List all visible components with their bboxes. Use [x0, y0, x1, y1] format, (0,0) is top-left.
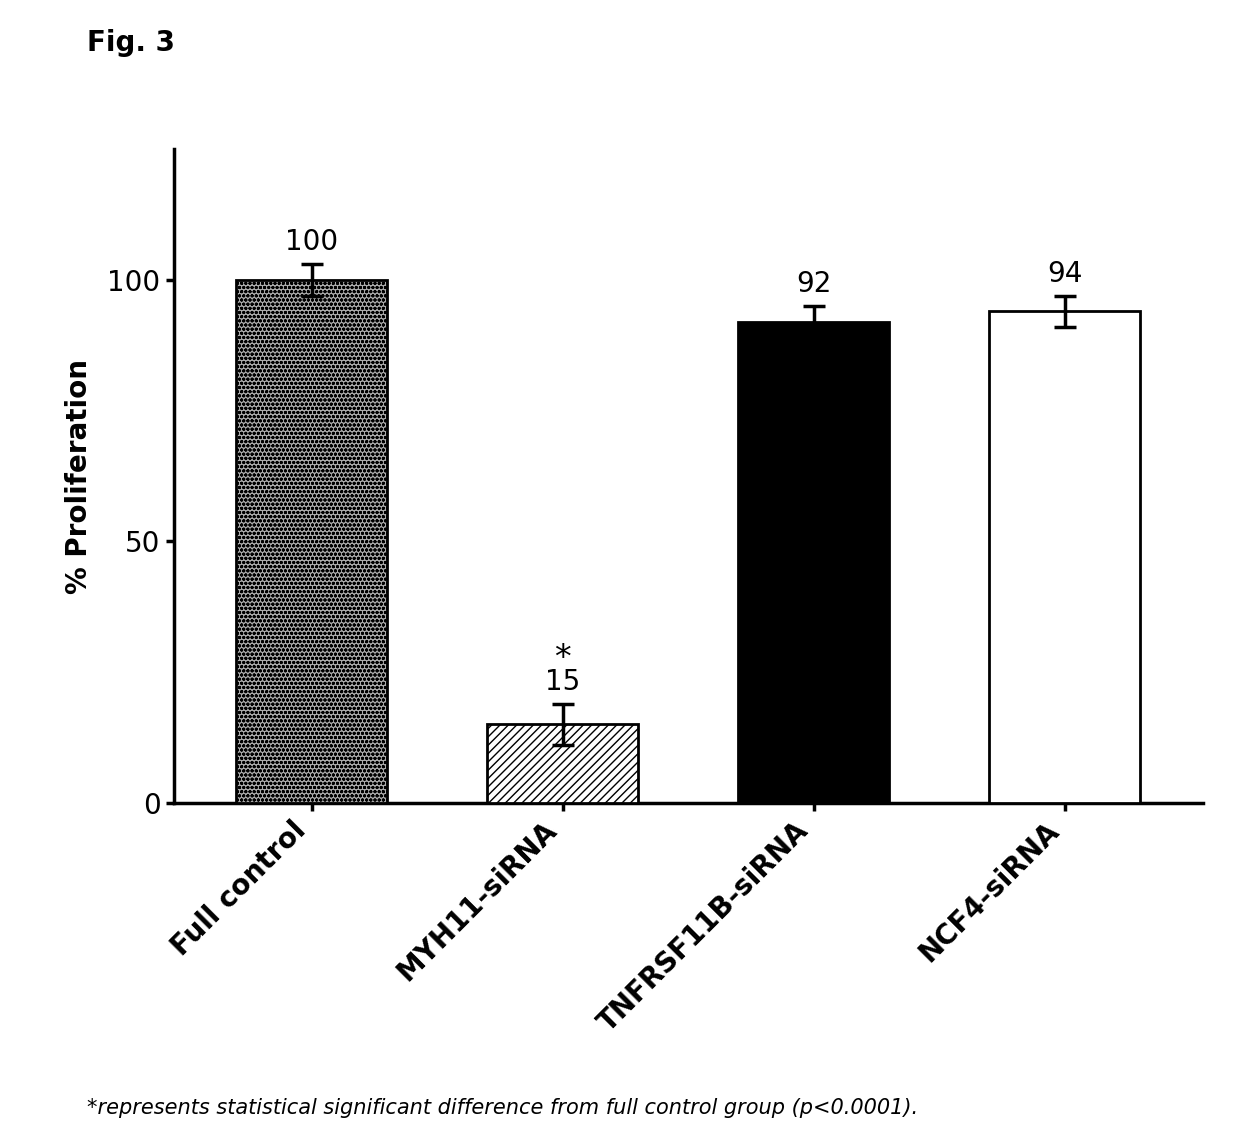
Text: 92: 92	[796, 271, 831, 298]
Y-axis label: % Proliferation: % Proliferation	[66, 359, 93, 593]
Bar	[237, 280, 387, 803]
Bar	[487, 725, 639, 803]
Text: *: *	[554, 642, 570, 674]
Bar	[738, 321, 889, 803]
Text: 94: 94	[1047, 259, 1083, 288]
Text: *represents statistical significant difference from full control group (p<0.0001: *represents statistical significant diff…	[87, 1099, 918, 1118]
Text: 100: 100	[285, 228, 339, 256]
Bar	[990, 311, 1140, 803]
Text: Fig. 3: Fig. 3	[87, 29, 175, 56]
Text: 15: 15	[546, 668, 580, 696]
